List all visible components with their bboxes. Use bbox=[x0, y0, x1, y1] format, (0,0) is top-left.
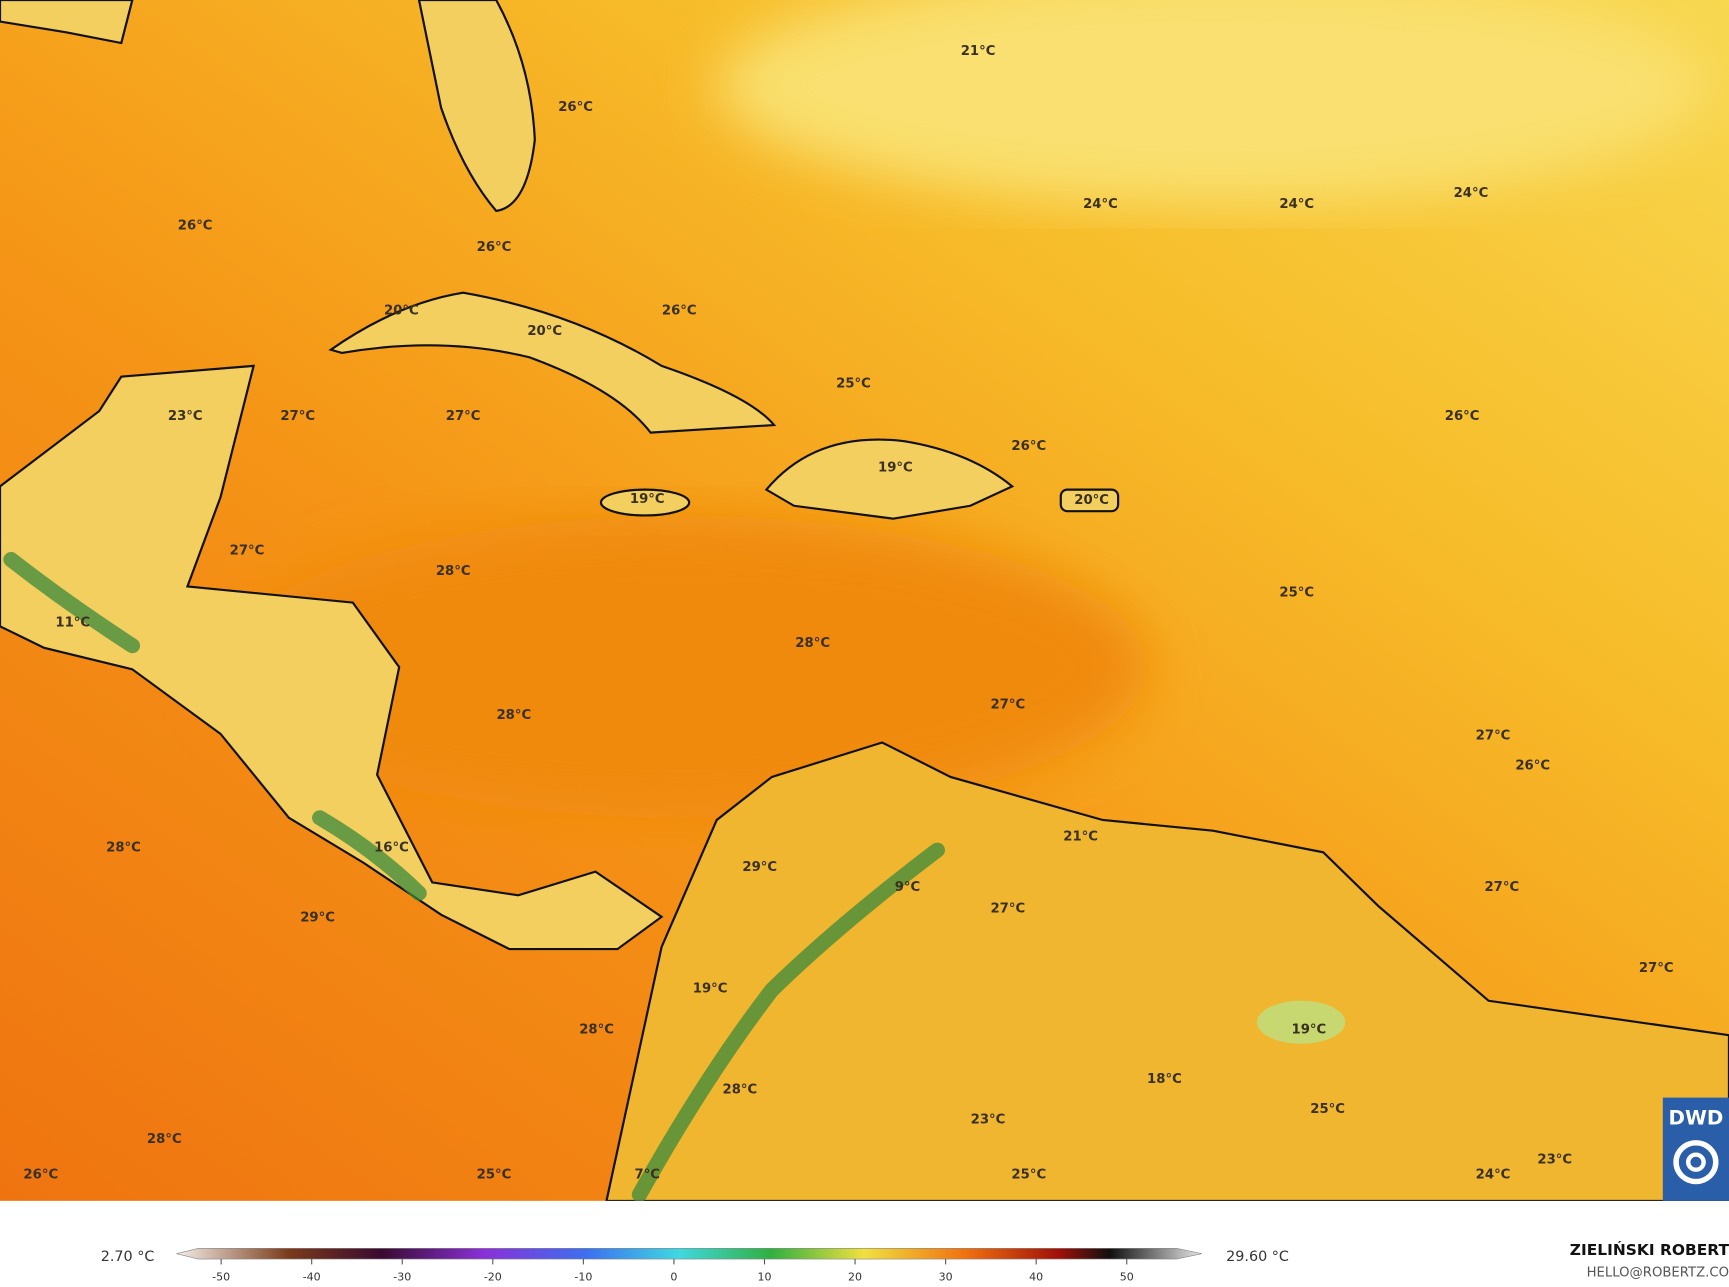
temp-label: 19°C bbox=[1292, 1022, 1327, 1037]
temp-label: 27°C bbox=[230, 544, 265, 559]
temp-label: 23°C bbox=[971, 1113, 1006, 1128]
temp-label: 28°C bbox=[436, 564, 471, 579]
temp-label: 26°C bbox=[1011, 439, 1046, 454]
temp-label: 23°C bbox=[1537, 1153, 1572, 1168]
temp-label: 26°C bbox=[1445, 409, 1480, 424]
temperature-labels: 21°C 26°C 26°C 26°C 24°C 24°C 24°C 26°C 20°C 20°C… bbox=[23, 44, 1673, 1182]
temp-label: 26°C bbox=[178, 219, 213, 234]
temp-label: 27°C bbox=[1484, 880, 1519, 895]
temp-label: 9°C bbox=[895, 880, 921, 895]
temp-label: 27°C bbox=[990, 697, 1025, 712]
temp-label: 28°C bbox=[106, 841, 141, 856]
colorbar: -50 -40 -30 -20 -10 0 10 20 30 40 50 bbox=[176, 1247, 1202, 1284]
temp-label: 24°C bbox=[1279, 197, 1314, 212]
logo-spiral-inner bbox=[1685, 1152, 1706, 1172]
max-label: 29.60 °C bbox=[1226, 1249, 1289, 1265]
highland-patch bbox=[1257, 1000, 1346, 1044]
temp-label: 24°C bbox=[1476, 1168, 1511, 1183]
temp-label: 20°C bbox=[1074, 493, 1109, 508]
temp-label: 26°C bbox=[662, 304, 697, 319]
temp-label: 25°C bbox=[1279, 586, 1314, 601]
temp-label: 18°C bbox=[1147, 1072, 1182, 1087]
footer bbox=[0, 1200, 1729, 1287]
temp-label: 24°C bbox=[1454, 186, 1489, 201]
temp-label: 21°C bbox=[1063, 830, 1098, 845]
temp-label: 27°C bbox=[446, 409, 481, 424]
min-label: 2.70 °C bbox=[101, 1249, 155, 1265]
dwd-logo: DWD bbox=[1662, 1097, 1729, 1201]
colorbar-tick-label: -10 bbox=[574, 1271, 592, 1284]
temp-label: 29°C bbox=[742, 860, 777, 875]
colorbar-tick-label: 30 bbox=[939, 1271, 953, 1284]
temp-label: 19°C bbox=[878, 461, 913, 476]
colorbar-tick-label: 40 bbox=[1029, 1271, 1043, 1284]
temp-label: 25°C bbox=[1011, 1168, 1046, 1183]
temp-label: 29°C bbox=[300, 910, 335, 925]
temp-label: 28°C bbox=[496, 708, 531, 723]
temp-label: 24°C bbox=[1083, 197, 1118, 212]
temp-label: 27°C bbox=[1476, 729, 1511, 744]
temp-label: 23°C bbox=[168, 409, 203, 424]
highlands bbox=[3, 552, 945, 1202]
colorbar-tick-label: -30 bbox=[393, 1271, 411, 1284]
temp-label: 28°C bbox=[795, 636, 830, 651]
temp-label: 27°C bbox=[1639, 961, 1674, 976]
temp-label: 25°C bbox=[836, 377, 871, 392]
colorbar-tick-label: -40 bbox=[303, 1271, 321, 1284]
colorbar-tick-label: 0 bbox=[670, 1271, 677, 1284]
land bbox=[0, 0, 1729, 1202]
logo-text: DWD bbox=[1668, 1107, 1723, 1130]
email: HELLO@ROBERTZ.CO bbox=[1587, 1266, 1729, 1281]
temp-label: 26°C bbox=[477, 240, 512, 255]
temp-label: 25°C bbox=[1310, 1102, 1345, 1117]
logo-spiral bbox=[1673, 1140, 1719, 1185]
temp-label: 26°C bbox=[23, 1168, 58, 1183]
colorbar-tick-label: 10 bbox=[757, 1271, 771, 1284]
temp-label: 16°C bbox=[374, 841, 409, 856]
colorbar-tick-label: -50 bbox=[212, 1271, 230, 1284]
temp-label: 7°C bbox=[635, 1168, 661, 1183]
temp-label: 27°C bbox=[990, 902, 1025, 917]
temp-label: 26°C bbox=[1515, 759, 1550, 774]
temp-label: 19°C bbox=[630, 492, 665, 507]
temp-label: 28°C bbox=[579, 1022, 614, 1037]
colorbar-body bbox=[176, 1247, 1202, 1260]
map bbox=[0, 0, 1729, 1202]
temp-label: 21°C bbox=[961, 44, 996, 59]
temp-label: 20°C bbox=[384, 304, 419, 319]
temp-label: 28°C bbox=[147, 1132, 182, 1147]
temp-label: 20°C bbox=[527, 324, 562, 339]
cool-sea bbox=[716, 0, 1710, 205]
author: ZIELIŃSKI ROBERT bbox=[1570, 1240, 1729, 1259]
colorbar-tick-label: 50 bbox=[1120, 1271, 1134, 1284]
temp-label: 28°C bbox=[723, 1083, 758, 1098]
colorbar-tick-label: -20 bbox=[484, 1271, 502, 1284]
temp-label: 25°C bbox=[477, 1168, 512, 1183]
temp-label: 27°C bbox=[280, 409, 315, 424]
temp-label: 19°C bbox=[693, 982, 728, 997]
colorbar-tick-label: 20 bbox=[848, 1271, 862, 1284]
temp-label: 11°C bbox=[55, 616, 90, 631]
warm-sea bbox=[220, 516, 1147, 818]
temp-label: 26°C bbox=[558, 100, 593, 115]
